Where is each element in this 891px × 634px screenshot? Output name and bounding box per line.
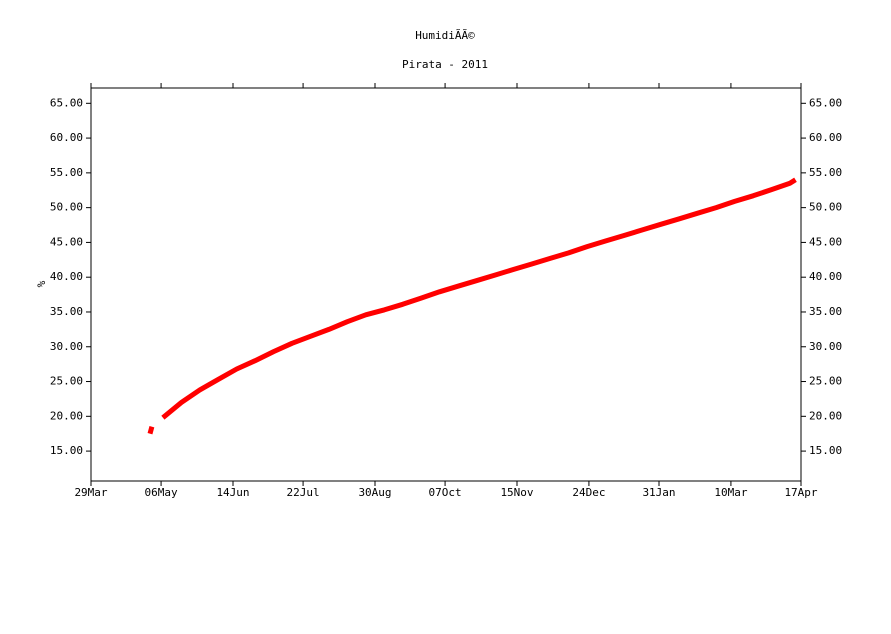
y-axis-label: % xyxy=(35,280,48,287)
x-tick-label: 10Mar xyxy=(714,486,747,499)
y2-tick-label: 60.00 xyxy=(809,131,842,144)
y-tick-label: 40.00 xyxy=(50,270,83,283)
y-tick-label: 55.00 xyxy=(50,166,83,179)
x-tick-label: 07Oct xyxy=(429,486,462,499)
y2-tick-label: 25.00 xyxy=(809,375,842,388)
y-tick-label: 25.00 xyxy=(50,375,83,388)
y2-tick-label: 20.00 xyxy=(809,409,842,422)
y-tick-label: 15.00 xyxy=(50,444,83,457)
chart-subtitle: Pirata - 2011 xyxy=(402,58,488,71)
x-tick-label: 24Dec xyxy=(572,486,605,499)
x-tick-label: 29Mar xyxy=(74,486,107,499)
y2-tick-label: 65.00 xyxy=(809,96,842,109)
x-tick-label: 15Nov xyxy=(500,486,533,499)
y2-tick-label: 50.00 xyxy=(809,201,842,214)
x-tick-label: 22Jul xyxy=(287,486,320,499)
y-tick-label: 50.00 xyxy=(50,201,83,214)
y-tick-label: 45.00 xyxy=(50,235,83,248)
y2-tick-label: 55.00 xyxy=(809,166,842,179)
chart-title: HumidiÃÃ© xyxy=(415,29,475,42)
y2-tick-label: 15.00 xyxy=(809,444,842,457)
y2-tick-label: 35.00 xyxy=(809,305,842,318)
x-tick-label: 06May xyxy=(145,486,178,499)
y2-tick-label: 30.00 xyxy=(809,340,842,353)
data-line xyxy=(147,177,797,435)
y-tick-label: 20.00 xyxy=(50,409,83,422)
x-tick-label: 30Aug xyxy=(358,486,391,499)
x-tick-label: 14Jun xyxy=(216,486,249,499)
y2-tick-label: 40.00 xyxy=(809,270,842,283)
plot-frame xyxy=(90,87,802,482)
y-tick-label: 30.00 xyxy=(50,340,83,353)
y-tick-label: 65.00 xyxy=(50,96,83,109)
y-tick-label: 35.00 xyxy=(50,305,83,318)
x-tick-label: 31Jan xyxy=(642,486,675,499)
y2-tick-label: 45.00 xyxy=(809,235,842,248)
y-tick-label: 60.00 xyxy=(50,131,83,144)
x-tick-label: 17Apr xyxy=(784,486,817,499)
